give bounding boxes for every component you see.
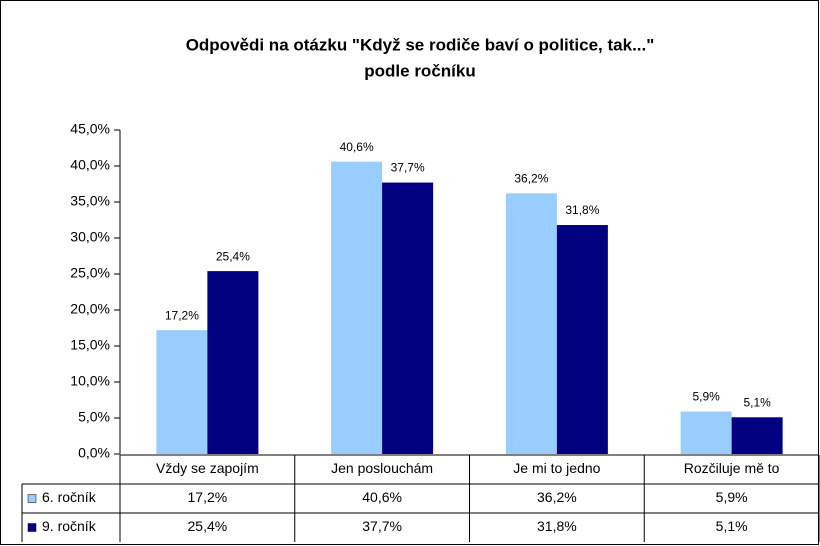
table-cell: 40,6% bbox=[362, 489, 402, 505]
x-tick-label: Rozčiluje mě to bbox=[684, 460, 780, 476]
x-tick-label: Vždy se zapojím bbox=[156, 460, 259, 476]
x-tick-label: Je mi to jedno bbox=[513, 460, 600, 476]
bar bbox=[207, 271, 259, 454]
data-label: 25,4% bbox=[216, 249, 250, 263]
table-cell: 31,8% bbox=[537, 518, 577, 534]
bar bbox=[331, 161, 383, 454]
bar bbox=[680, 411, 732, 454]
y-tick-label: 0,0% bbox=[78, 445, 110, 461]
data-label: 5,1% bbox=[743, 395, 771, 409]
y-tick-label: 15,0% bbox=[70, 337, 110, 353]
data-label: 40,6% bbox=[340, 140, 374, 154]
data-label: 17,2% bbox=[165, 308, 199, 322]
y-tick-label: 35,0% bbox=[70, 193, 110, 209]
table-cell: 5,1% bbox=[716, 518, 748, 534]
chart-title: podle ročníku bbox=[364, 61, 475, 80]
table-cell: 17,2% bbox=[188, 489, 228, 505]
y-tick-label: 20,0% bbox=[70, 301, 110, 317]
data-label: 37,7% bbox=[391, 161, 425, 175]
data-label: 31,8% bbox=[565, 203, 599, 217]
y-tick-label: 25,0% bbox=[70, 265, 110, 281]
y-tick-label: 45,0% bbox=[70, 121, 110, 137]
data-label: 36,2% bbox=[514, 172, 548, 186]
legend-swatch bbox=[27, 523, 37, 532]
data-label: 5,9% bbox=[692, 390, 720, 404]
x-tick-label: Jen poslouchám bbox=[331, 460, 433, 476]
y-tick-label: 40,0% bbox=[70, 157, 110, 173]
bar bbox=[156, 330, 208, 454]
bar bbox=[382, 182, 434, 454]
y-tick-label: 5,0% bbox=[78, 409, 110, 425]
legend-label: 9. ročník bbox=[42, 518, 97, 534]
legend-swatch bbox=[27, 494, 37, 503]
table-cell: 36,2% bbox=[537, 489, 577, 505]
table-cell: 5,9% bbox=[716, 489, 748, 505]
legend-label: 6. ročník bbox=[42, 489, 97, 505]
chart-title: Odpovědi na otázku "Když se rodiče baví … bbox=[186, 35, 655, 54]
table-cell: 37,7% bbox=[362, 518, 402, 534]
table-cell: 25,4% bbox=[188, 518, 228, 534]
bar bbox=[505, 193, 557, 455]
bar bbox=[556, 225, 608, 454]
y-tick-label: 10,0% bbox=[70, 373, 110, 389]
bar bbox=[731, 417, 783, 454]
y-tick-label: 30,0% bbox=[70, 229, 110, 245]
